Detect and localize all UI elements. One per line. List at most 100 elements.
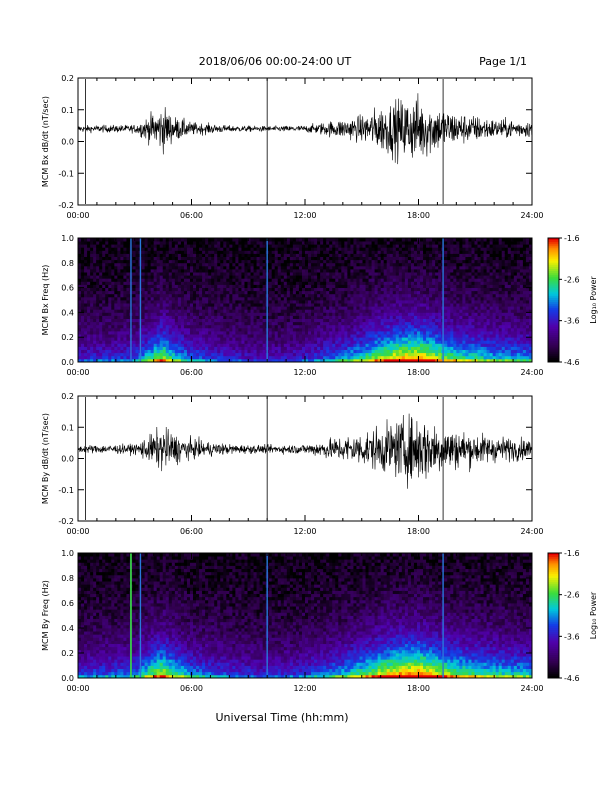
bx-spec-cell: [229, 324, 233, 329]
bx-spec-cell: [317, 281, 321, 285]
bx-spec-cell: [229, 303, 233, 307]
bx-spec-cell: [174, 244, 179, 248]
bx-spec-cell: [308, 296, 312, 301]
bx-spec-cell: [223, 238, 227, 242]
bx-spec-cell: [344, 284, 348, 288]
bx-spec-cell: [389, 331, 394, 335]
bx-spec-cell: [420, 334, 424, 338]
bx-spec-cell: [183, 290, 188, 295]
bx-spec-cell: [338, 318, 342, 323]
bx-spec-cell: [347, 340, 351, 344]
bx-spec-cell: [186, 278, 191, 282]
bx-spec-cell: [156, 358, 161, 363]
bx-spec-cell: [205, 247, 209, 251]
bx-spec-cell: [114, 293, 118, 298]
bx-spec-cell: [102, 309, 106, 313]
bx-spec-cell: [202, 244, 206, 248]
bx-spec-cell: [374, 278, 379, 282]
bx-spec-cell: [105, 346, 109, 350]
bx-spec-cell: [314, 324, 318, 329]
bx-spec-cell: [365, 340, 369, 344]
bx-spec-cell: [338, 259, 342, 264]
bx-spec-cell: [159, 253, 164, 257]
bx-spec-cell: [262, 324, 267, 329]
bx-spec-cell: [413, 340, 418, 344]
bx-spec-cell: [214, 318, 218, 323]
bx-spec-cell: [223, 287, 227, 292]
bx-spec-cell: [317, 309, 321, 313]
bx-spec-cell: [99, 272, 103, 276]
bx-spec-cell: [286, 269, 291, 273]
bx-spec-cell: [350, 290, 354, 295]
bx-spec-cell: [326, 244, 330, 248]
bx-spec-cell: [171, 287, 176, 292]
bx-spec-cell: [117, 346, 121, 350]
bx-spec-cell: [326, 340, 330, 344]
bx-spec-cell: [401, 321, 406, 326]
bx-spec-cell: [289, 262, 294, 267]
bx-spec-cell: [344, 247, 348, 251]
bx-spec-cell: [398, 340, 403, 344]
bx-spec-cell: [150, 287, 155, 292]
bx-spec-cell: [90, 287, 94, 292]
bx-spec-cell: [105, 337, 109, 341]
bx-spec-cell: [413, 278, 418, 282]
bx-spec-cell: [392, 331, 397, 335]
bx-spec-cell: [165, 244, 170, 248]
bx-spec-cell: [438, 343, 442, 347]
bx-spec-cell: [432, 358, 436, 363]
bx-spec-cell: [410, 343, 415, 347]
bx-spec-cell: [105, 284, 109, 288]
bx-spec-cell: [247, 278, 251, 282]
bx-spec-cell: [78, 358, 82, 363]
bx-spec-cell: [356, 327, 360, 332]
bx-spec-cell: [235, 334, 239, 338]
bx-spec-cell: [301, 324, 306, 329]
bx-spec-cell: [220, 343, 224, 347]
bx-spec-cell: [235, 241, 239, 245]
bx-spec-cell: [189, 247, 194, 251]
bx-spec-cell: [84, 358, 88, 363]
bx-spec-cell: [301, 293, 306, 298]
bx-spec-cell: [217, 318, 221, 323]
bx-spec-cell: [380, 275, 385, 279]
bx-spec-cell: [111, 284, 115, 288]
bx-spec-cell: [78, 262, 82, 267]
bx-spec-cell: [81, 284, 85, 288]
bx-spec-cell: [320, 337, 324, 341]
bx-spec-cell: [141, 272, 145, 276]
bx-spec-cell: [189, 244, 194, 248]
bx-spec-cell: [111, 293, 115, 298]
bx-spec-cell: [283, 334, 288, 338]
bx-spec-cell: [235, 265, 239, 270]
bx-dbdt-ytick-label: 0.2: [61, 74, 74, 83]
bx-spec-cell: [126, 290, 130, 295]
bx-spec-cell: [250, 334, 254, 338]
bx-spec-cell: [317, 293, 321, 298]
bx-spec-cell: [359, 346, 363, 350]
bx-spec-cell: [416, 253, 421, 257]
bx-spec-cell: [444, 331, 448, 335]
bx-spec-cell: [429, 337, 433, 341]
bx-spec-cell: [323, 349, 327, 354]
bx-spec-cell: [398, 303, 403, 307]
bx-spec-cell: [326, 269, 330, 273]
bx-spec-cell: [186, 265, 191, 270]
bx-spec-cell: [438, 281, 442, 285]
bx-spec-cell: [238, 300, 242, 304]
bx-spec-cell: [205, 318, 209, 323]
bx-spec-cell: [108, 293, 112, 298]
bx-spec-cell: [168, 309, 173, 313]
bx-spec-cell: [220, 355, 224, 360]
bx-spec-cell: [84, 337, 88, 341]
bx-spec-cell: [117, 324, 121, 329]
bx-spec-cell: [295, 250, 300, 254]
bx-spec-cell: [377, 334, 382, 338]
bx-spec-cell: [126, 241, 130, 245]
bx-spec-cell: [117, 238, 121, 242]
bx-spec-cell: [404, 312, 409, 316]
bx-spec-cell: [165, 340, 170, 344]
bx-spec-cell: [217, 337, 221, 341]
bx-spec-cell: [435, 331, 439, 335]
bx-spec-cell: [262, 241, 267, 245]
